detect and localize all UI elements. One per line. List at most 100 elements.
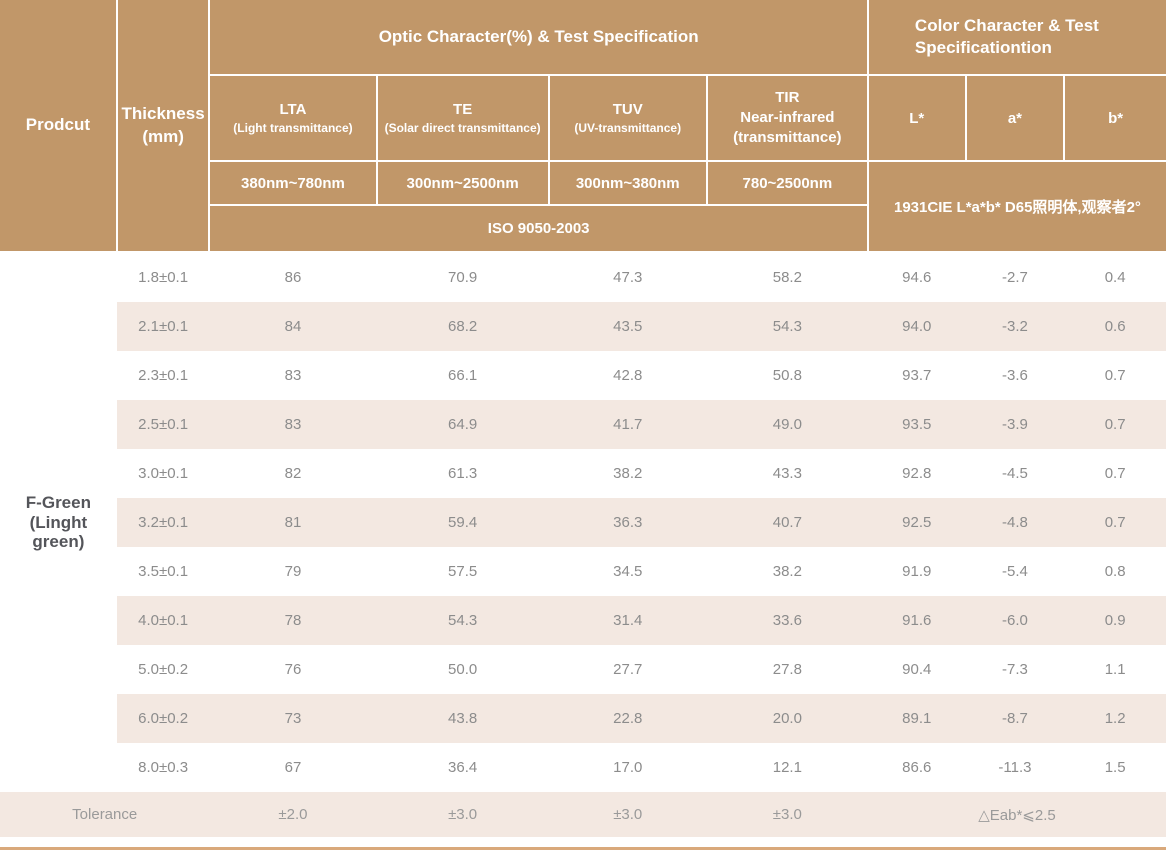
data-value: -2.7 — [965, 252, 1065, 302]
tir-line2: Near-infrared — [740, 108, 835, 126]
data-value: 38.2 — [706, 547, 868, 596]
data-value: 22.8 — [548, 694, 707, 743]
data-value: 68.2 — [376, 302, 549, 351]
data-value: 41.7 — [548, 400, 707, 449]
data-value: -3.2 — [965, 302, 1065, 351]
header-tuv: TUV (UV-transmittance) — [547, 74, 708, 162]
table-row: 3.0±0.1 82 61.3 38.2 43.3 92.8 -4.5 0.7 — [0, 449, 1166, 498]
header-color-group-line1: Color Character & Test — [914, 15, 1099, 35]
header-thickness: Thickness (mm) — [115, 0, 211, 253]
table-row: 8.0±0.3 67 36.4 17.0 12.1 86.6 -11.3 1.5 — [0, 743, 1166, 792]
header-optic-group: Optic Character(%) & Test Specification — [208, 0, 869, 76]
data-value: 84 — [209, 302, 377, 351]
data-value: 54.3 — [706, 302, 868, 351]
tolerance-value: ±3.0 — [548, 792, 707, 837]
data-value: 86.6 — [867, 743, 966, 792]
header-iso: ISO 9050-2003 — [208, 204, 869, 253]
data-value: 86 — [209, 252, 377, 302]
header-te: TE (Solar direct transmittance) — [375, 74, 550, 162]
range-te: 300nm~2500nm — [375, 160, 550, 206]
tuv-abbr: TUV — [612, 100, 643, 118]
data-value: 17.0 — [548, 743, 707, 792]
header-lta: LTA (Light transmittance) — [208, 74, 378, 162]
table-row: 5.0±0.2 76 50.0 27.7 27.8 90.4 -7.3 1.1 — [0, 645, 1166, 694]
header-thickness-line2: (mm) — [142, 126, 184, 146]
te-abbr: TE — [453, 100, 473, 118]
data-value: 81 — [209, 498, 377, 547]
data-value: 42.8 — [548, 351, 707, 400]
thickness-value: 5.0±0.2 — [116, 645, 210, 694]
header-l-star: L* — [866, 74, 967, 162]
data-value: 89.1 — [867, 694, 966, 743]
data-value: 82 — [209, 449, 377, 498]
data-value: 94.0 — [867, 302, 966, 351]
range-lta: 380nm~780nm — [208, 160, 378, 206]
data-value: 40.7 — [706, 498, 868, 547]
data-value: 0.7 — [1064, 400, 1166, 449]
data-value: 36.3 — [548, 498, 707, 547]
data-value: 50.8 — [706, 351, 868, 400]
header-product: Prodcut — [0, 0, 118, 253]
data-value: -3.6 — [965, 351, 1065, 400]
data-value: 90.4 — [867, 645, 966, 694]
data-value: 93.7 — [867, 351, 966, 400]
data-value: 34.5 — [548, 547, 707, 596]
lta-sub: (Light transmittance) — [233, 121, 353, 136]
table-row: F-Green (Linght green) 1.8±0.1 86 70.9 47.3 58.… — [0, 252, 1166, 792]
tolerance-value: ±3.0 — [706, 792, 868, 837]
data-value: 64.9 — [376, 400, 549, 449]
thickness-value: 3.2±0.1 — [116, 498, 210, 547]
data-value: 43.3 — [706, 449, 868, 498]
data-value: 57.5 — [376, 547, 549, 596]
data-value: 92.8 — [867, 449, 966, 498]
data-value: 33.6 — [706, 596, 868, 645]
data-value: 0.9 — [1064, 596, 1166, 645]
table-row: 3.5±0.1 79 57.5 34.5 38.2 91.9 -5.4 0.8 — [0, 547, 1166, 596]
data-value: 59.4 — [376, 498, 549, 547]
data-value: 73 — [209, 694, 377, 743]
data-value: 1.2 — [1064, 694, 1166, 743]
data-value: 0.6 — [1064, 302, 1166, 351]
data-value: 54.3 — [376, 596, 549, 645]
data-value: -4.5 — [965, 449, 1065, 498]
data-value: 27.7 — [548, 645, 707, 694]
data-value: 49.0 — [706, 400, 868, 449]
lta-abbr: LTA — [279, 100, 307, 118]
table-row: 2.5±0.1 83 64.9 41.7 49.0 93.5 -3.9 0.7 — [0, 400, 1166, 449]
data-value: -7.3 — [965, 645, 1065, 694]
data-value: 43.8 — [376, 694, 549, 743]
header-color-group-line2: Specificationtion — [914, 38, 1052, 57]
data-value: 0.8 — [1064, 547, 1166, 596]
table-row: 2.1±0.1 84 68.2 43.5 54.3 94.0 -3.2 0.6 — [0, 302, 1166, 351]
tolerance-row: Tolerance ±2.0 ±3.0 ±3.0 ±3.0 △Eab*⩽2.5 — [0, 792, 1166, 837]
data-value: 1.1 — [1064, 645, 1166, 694]
table-row: 4.0±0.1 78 54.3 31.4 33.6 91.6 -6.0 0.9 — [0, 596, 1166, 645]
tolerance-label: Tolerance — [0, 792, 210, 837]
data-value: 70.9 — [376, 252, 549, 302]
tolerance-color-value: △Eab*⩽2.5 — [867, 792, 1166, 837]
table-row: 3.2±0.1 81 59.4 36.3 40.7 92.5 -4.8 0.7 — [0, 498, 1166, 547]
data-value: 61.3 — [376, 449, 549, 498]
data-value: 79 — [209, 547, 377, 596]
table-row: 6.0±0.2 73 43.8 22.8 20.0 89.1 -8.7 1.2 — [0, 694, 1166, 743]
thickness-value: 3.0±0.1 — [116, 449, 210, 498]
data-value: -4.8 — [965, 498, 1065, 547]
data-value: 43.5 — [548, 302, 707, 351]
thickness-value: 6.0±0.2 — [116, 694, 210, 743]
te-sub: (Solar direct transmittance) — [384, 121, 541, 136]
tir-abbr: TIR — [775, 88, 800, 106]
data-value: 83 — [209, 400, 377, 449]
data-value: 58.2 — [706, 252, 868, 302]
data-value: 1.5 — [1064, 743, 1166, 792]
data-value: 0.7 — [1064, 351, 1166, 400]
data-value: 91.6 — [867, 596, 966, 645]
thickness-value: 4.0±0.1 — [116, 596, 210, 645]
data-value: 20.0 — [706, 694, 868, 743]
header-cie: 1931CIE L*a*b* D65照明体,观察者2° — [866, 160, 1166, 253]
data-value: 0.7 — [1064, 449, 1166, 498]
data-value: 91.9 — [867, 547, 966, 596]
data-value: 47.3 — [548, 252, 707, 302]
header-thickness-line1: Thickness — [121, 104, 205, 124]
tuv-sub: (UV-transmittance) — [574, 121, 682, 136]
